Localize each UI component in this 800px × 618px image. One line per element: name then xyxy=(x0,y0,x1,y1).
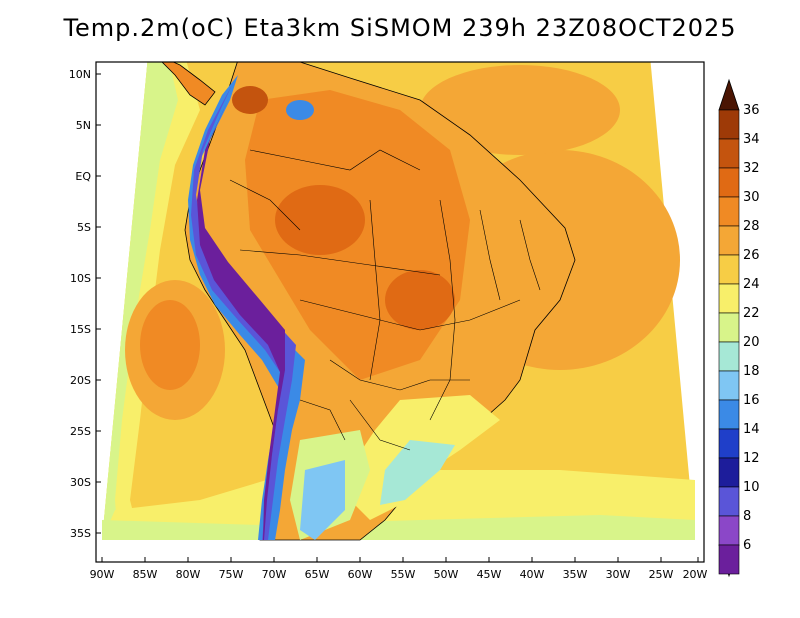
ocean-band-22 xyxy=(102,62,178,540)
colorbar-label: 12 xyxy=(743,451,760,466)
colorbar-label: 6 xyxy=(743,538,751,553)
pacific-warm-30 xyxy=(140,300,200,390)
colorbar-label: 18 xyxy=(743,364,760,379)
land-hot-34-north xyxy=(232,86,268,114)
land-cool-18-pampas xyxy=(300,460,345,540)
colorbar-label: 24 xyxy=(743,277,760,292)
colorbar-labels: 36 34 32 30 28 26 24 22 20 18 16 14 12 10 8 6 xyxy=(743,103,760,553)
colorbar-swatch xyxy=(718,428,740,459)
colorbar-label: 28 xyxy=(743,219,760,234)
colorbar-swatch xyxy=(718,196,740,227)
colorbar-label: 34 xyxy=(743,132,760,147)
colorbar-swatches xyxy=(718,109,740,575)
colorbar-swatch xyxy=(718,399,740,430)
colorbar-swatch xyxy=(718,515,740,546)
map-title: Temp.2m(oC) Eta3km SiSMOM 239h 23Z08OCT2… xyxy=(63,14,737,42)
lat-tick-label: 35S xyxy=(70,527,91,540)
venezuela-cool-16 xyxy=(286,100,314,120)
political-borders xyxy=(229,149,541,451)
lon-tick-label: 80W xyxy=(176,568,201,581)
colorbar-swatch xyxy=(718,370,740,401)
colorbar-label: 22 xyxy=(743,306,760,321)
lat-tick-label: 15S xyxy=(70,323,91,336)
lat-tick-label: 10S xyxy=(70,272,91,285)
lat-axis: 10N 5N EQ 5S 10S 15S 20S 25S 30S 35S xyxy=(69,68,101,540)
colorbar-label: 30 xyxy=(743,190,760,205)
lon-tick-label: 30W xyxy=(606,568,631,581)
central-america-land xyxy=(161,62,216,106)
colorbar-swatch xyxy=(718,254,740,285)
lon-axis: 90W 85W 80W 75W 70W 65W 60W 55W 50W 45W … xyxy=(90,557,708,581)
lat-tick-label: 5S xyxy=(77,221,91,234)
colorbar-label: 8 xyxy=(743,509,751,524)
lat-tick-label: 25S xyxy=(70,425,91,438)
colorbar-label: 32 xyxy=(743,161,760,176)
andes-cold-6 xyxy=(197,100,285,540)
lon-tick-label: 40W xyxy=(520,568,545,581)
colorbar-swatch xyxy=(718,544,740,575)
caribbean-warm-28 xyxy=(420,65,620,155)
lon-tick-label: 85W xyxy=(133,568,158,581)
temperature-field xyxy=(102,62,695,541)
ocean-south-22 xyxy=(102,515,695,540)
colorbar-label: 16 xyxy=(743,393,760,408)
colorbar-swatch xyxy=(718,457,740,488)
land-cool-20-south xyxy=(380,440,455,505)
colorbar-swatch xyxy=(718,283,740,314)
colorbar-swatch xyxy=(718,225,740,256)
colorbar-label: 14 xyxy=(743,422,760,437)
map-frame xyxy=(95,61,705,563)
lat-tick-label: 20S xyxy=(70,374,91,387)
colorbar-top-arrow xyxy=(718,78,740,111)
lon-tick-label: 75W xyxy=(219,568,244,581)
land-hot-32-central xyxy=(385,270,455,330)
lat-tick-label: 5N xyxy=(76,119,91,132)
lon-tick-label: 50W xyxy=(434,568,459,581)
lon-tick-label: 65W xyxy=(305,568,330,581)
colorbar-swatch xyxy=(718,109,740,140)
lat-tick-label: 10N xyxy=(69,68,91,81)
colorbar-swatch xyxy=(718,341,740,372)
colorbar-label: 36 xyxy=(743,103,760,118)
land-hot-32-amazon xyxy=(275,185,365,255)
lat-tick-label: 30S xyxy=(70,476,91,489)
lon-tick-label: 45W xyxy=(477,568,502,581)
lon-tick-label: 90W xyxy=(90,568,115,581)
colorbar-swatch xyxy=(718,138,740,169)
lon-tick-label: 25W xyxy=(649,568,674,581)
lon-tick-label: 20W xyxy=(683,568,708,581)
lon-tick-label: 70W xyxy=(262,568,287,581)
colorbar-label: 10 xyxy=(743,480,760,495)
colorbar-label: 26 xyxy=(743,248,760,263)
colorbar-swatch xyxy=(718,167,740,198)
lat-tick-label: EQ xyxy=(75,170,91,183)
colorbar-swatch xyxy=(718,486,740,517)
colorbar-label: 20 xyxy=(743,335,760,350)
lon-tick-label: 60W xyxy=(348,568,373,581)
lon-tick-label: 55W xyxy=(391,568,416,581)
colorbar-swatch xyxy=(718,312,740,343)
lon-tick-label: 35W xyxy=(563,568,588,581)
colorbar: 36 34 32 30 28 26 24 22 20 18 16 14 12 10 8 6 xyxy=(718,78,760,578)
